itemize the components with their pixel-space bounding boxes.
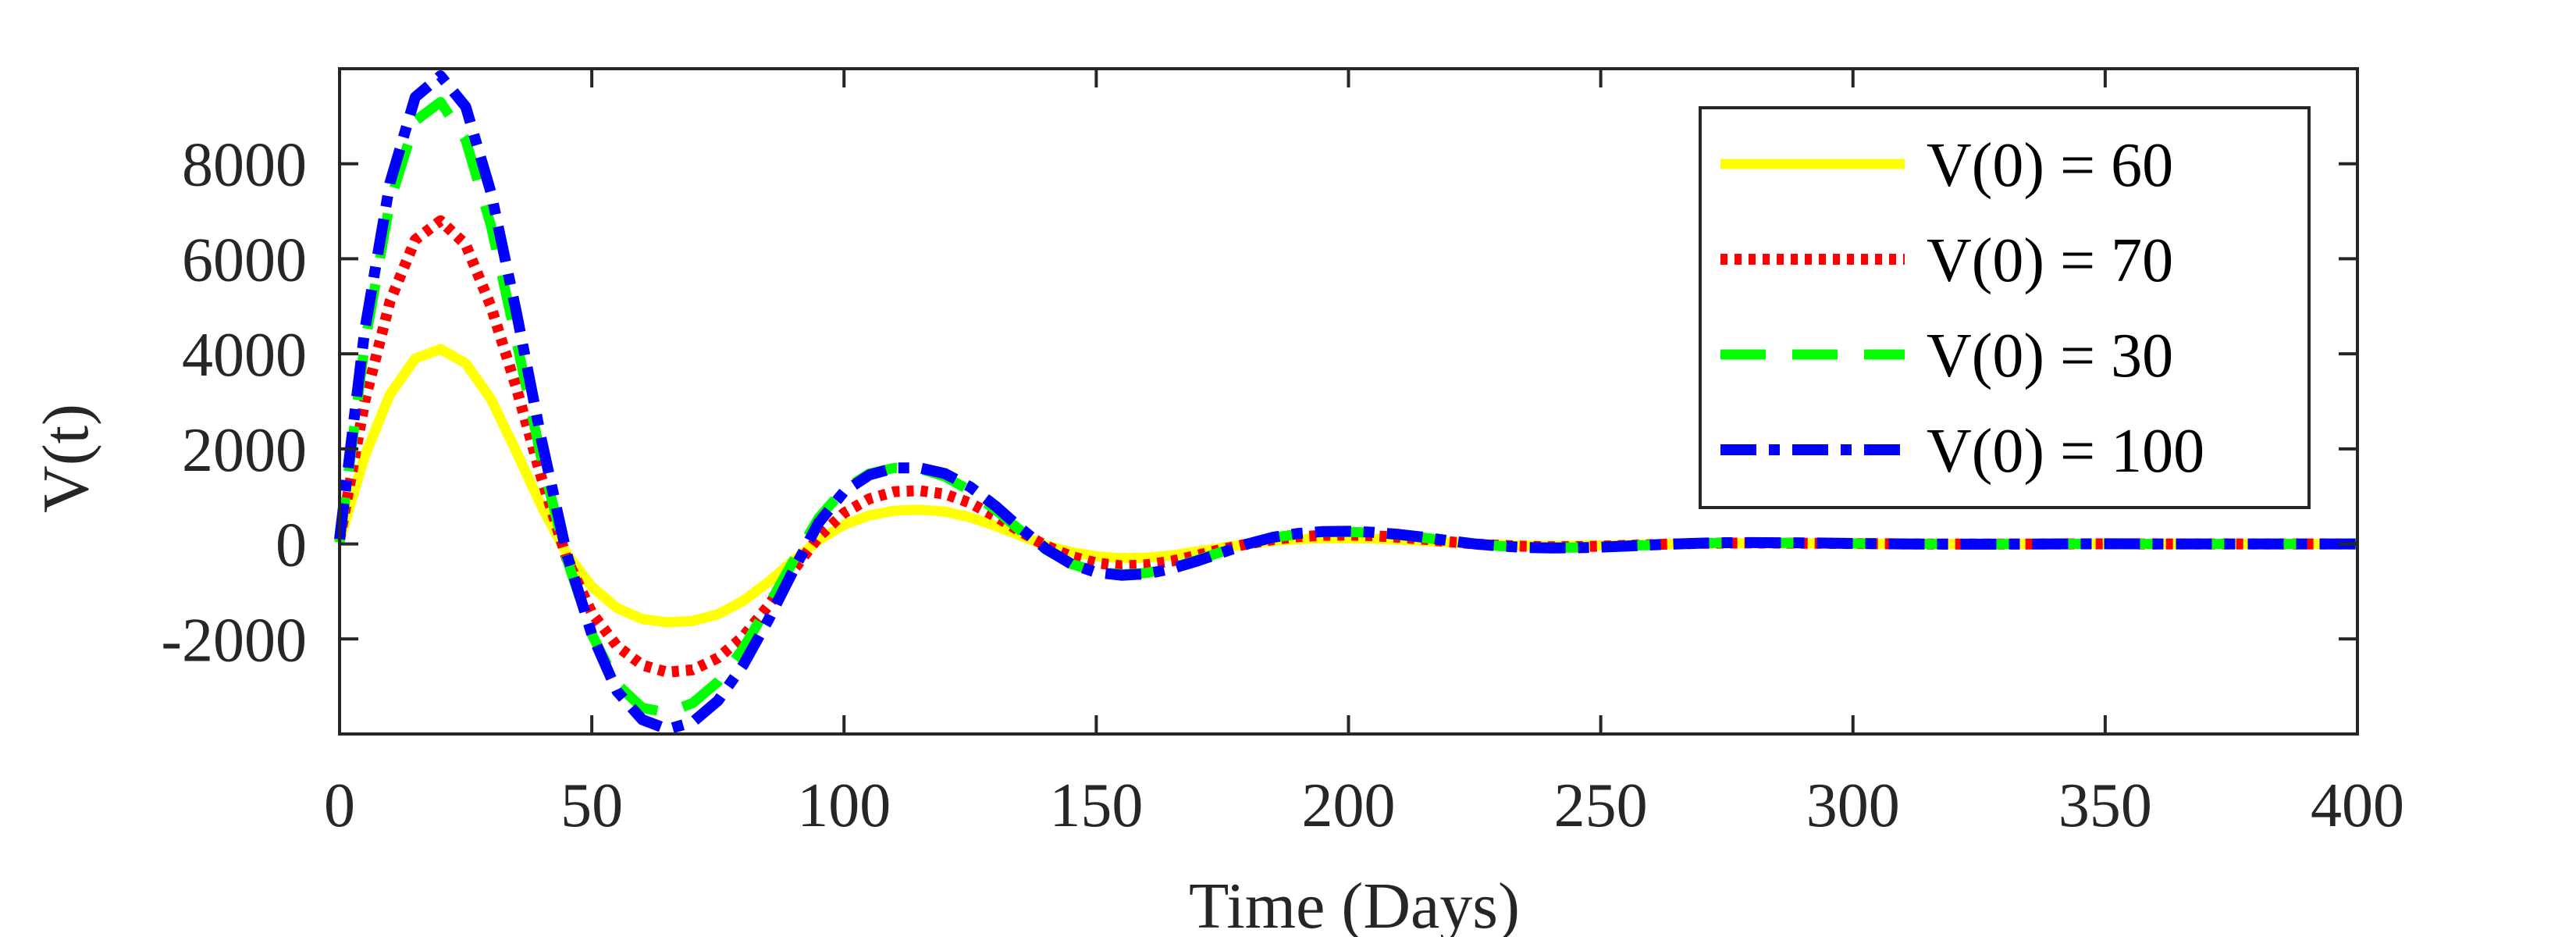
y-axis-label: V(t) xyxy=(30,404,102,513)
y-tick-label: 8000 xyxy=(182,131,307,200)
legend: V(0) = 60 V(0) = 70 V(0) = 30 V(0) = 100 xyxy=(1699,106,2311,509)
x-tick-label: 250 xyxy=(1554,771,1648,840)
legend-label-3: V(0) = 30 xyxy=(1927,322,2173,390)
y-tick-label: 2000 xyxy=(182,416,307,485)
x-tick-label: 100 xyxy=(797,771,891,840)
y-axis-ticks: -2000 0 2000 4000 6000 8000 xyxy=(161,131,2357,675)
x-tick-label: 0 xyxy=(324,771,355,840)
x-tick-label: 50 xyxy=(560,771,623,840)
x-tick-label: 350 xyxy=(2058,771,2152,840)
y-tick-label: 0 xyxy=(276,511,307,580)
series-line-2 xyxy=(334,215,2357,678)
y-tick-label: -2000 xyxy=(161,606,307,675)
y-tick-label: 6000 xyxy=(182,226,307,294)
x-tick-label: 150 xyxy=(1049,771,1143,840)
x-tick-label: 300 xyxy=(1806,771,1900,840)
legend-label-1: V(0) = 60 xyxy=(1927,131,2173,200)
x-axis-ticks: 0 50 100 150 200 250 300 350 400 xyxy=(324,69,2404,840)
legend-label-4: V(0) = 100 xyxy=(1927,417,2204,486)
legend-box xyxy=(1699,106,2311,509)
legend-label-2: V(0) = 70 xyxy=(1927,226,2173,295)
x-tick-label: 200 xyxy=(1302,771,1396,840)
series-layer xyxy=(334,70,2357,735)
series-line-4 xyxy=(334,70,2357,735)
x-axis-label: Time (Days) xyxy=(1189,870,1520,937)
x-tick-label: 400 xyxy=(2311,771,2404,840)
y-tick-label: 4000 xyxy=(182,321,307,390)
